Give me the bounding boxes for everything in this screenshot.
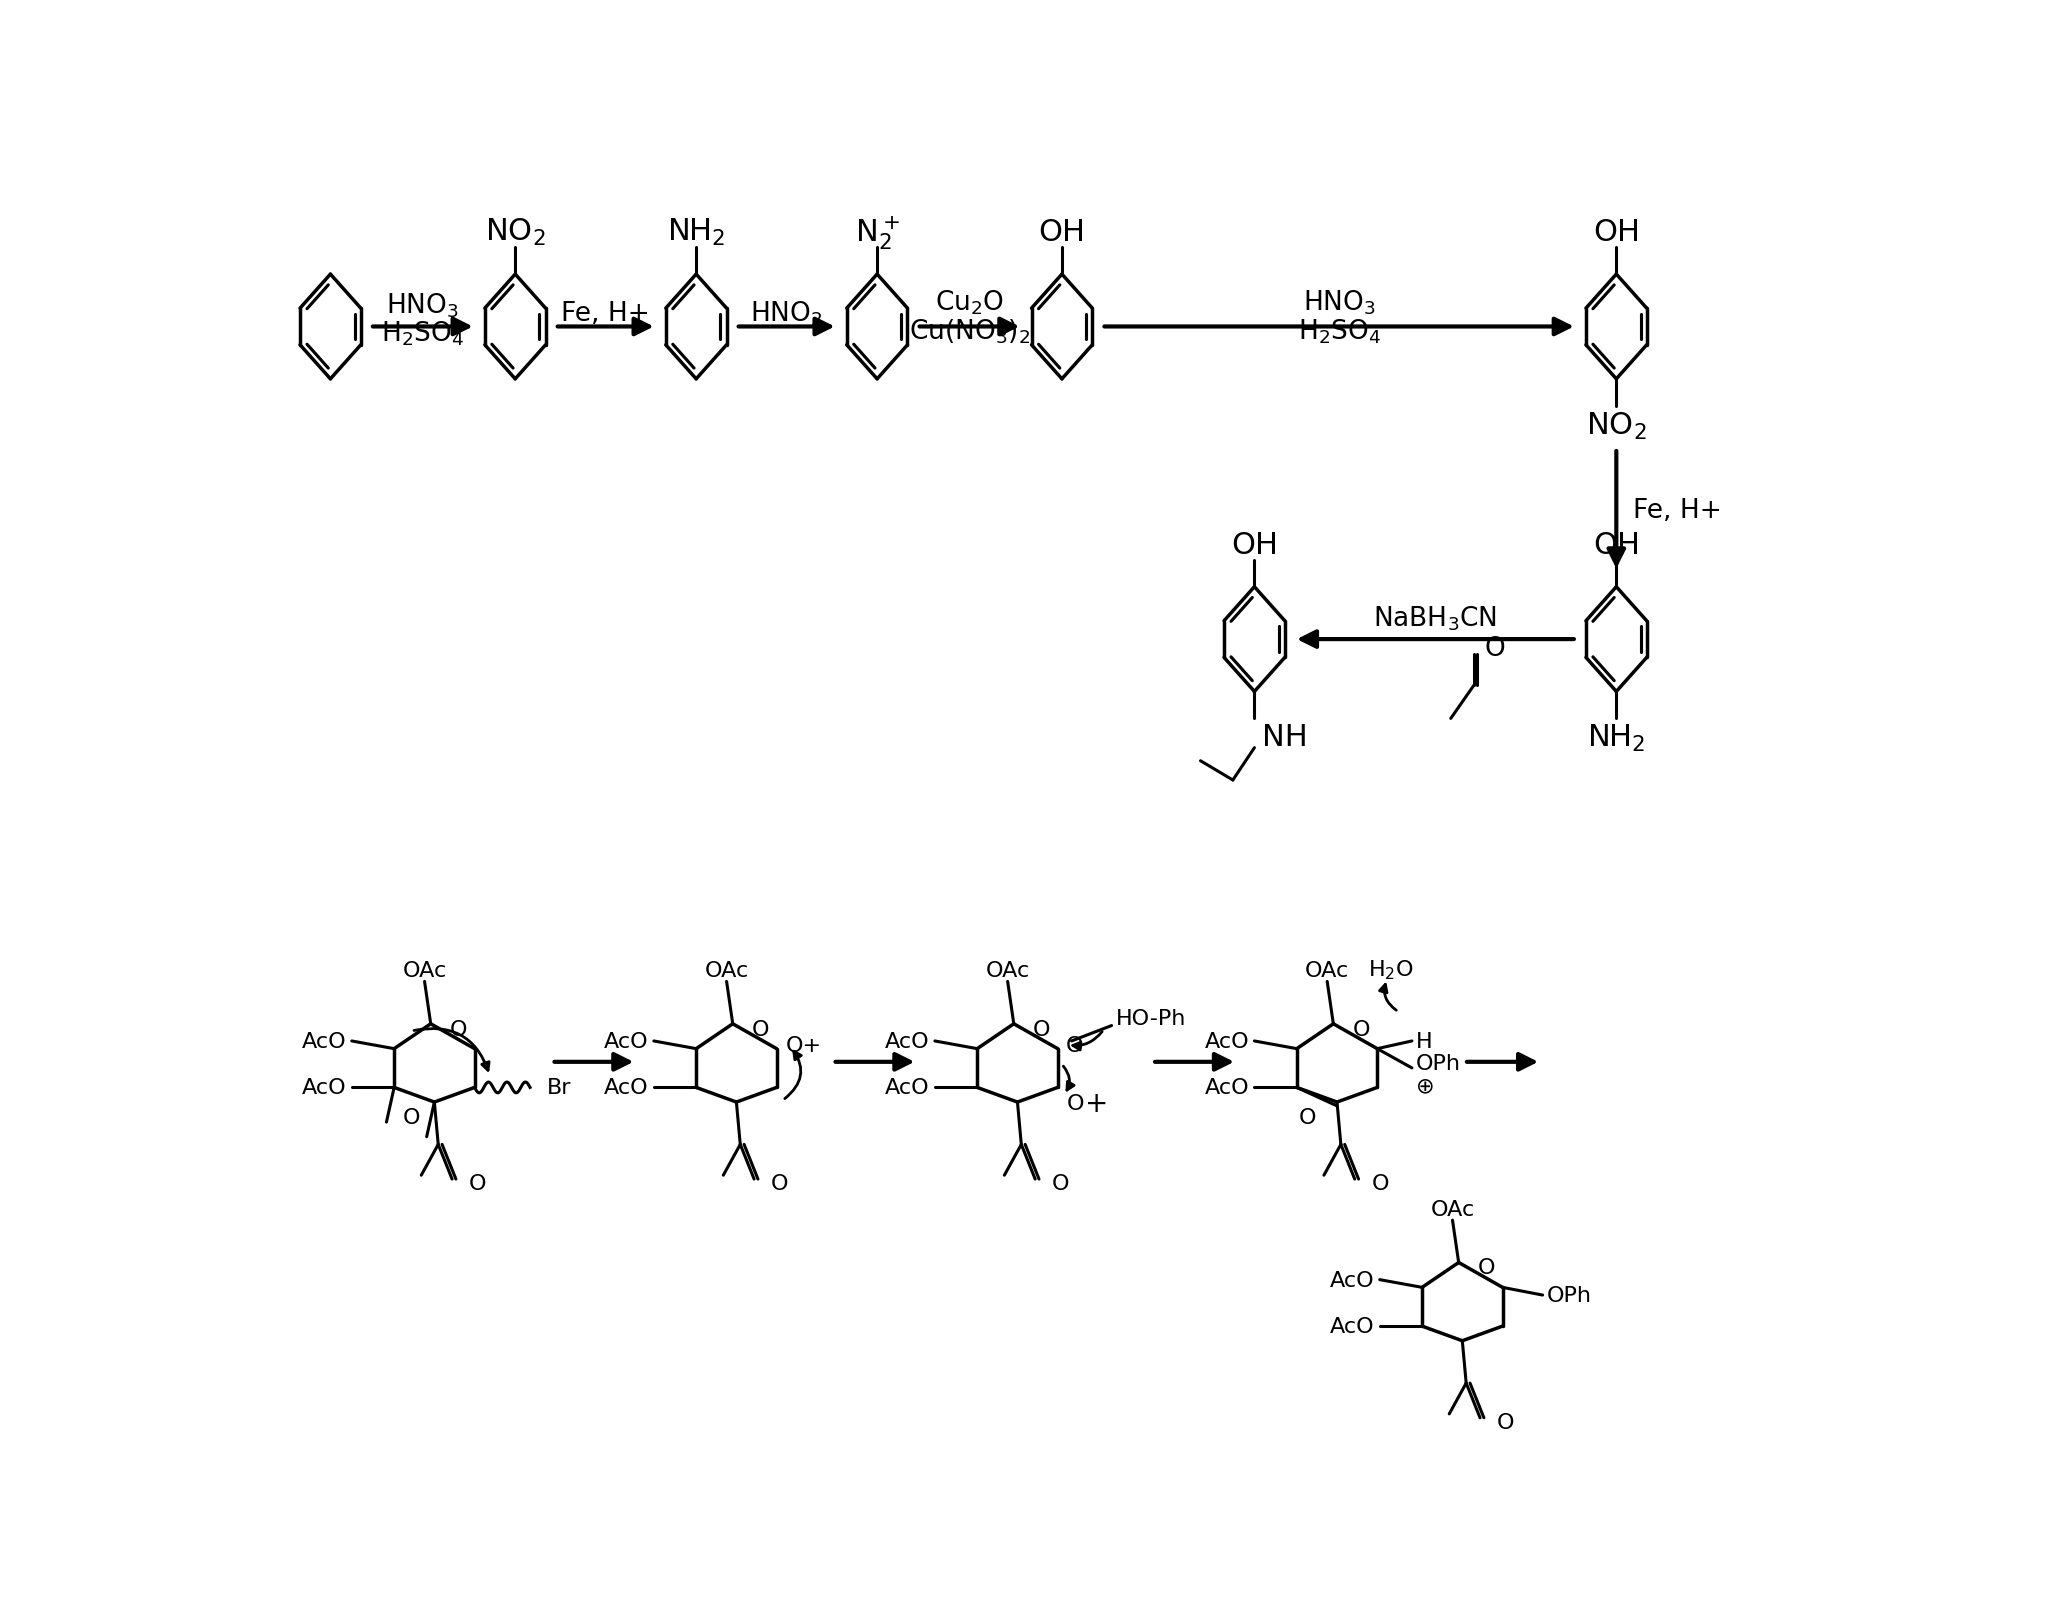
Text: O: O bbox=[1352, 1019, 1370, 1038]
Text: OH: OH bbox=[1593, 531, 1640, 560]
Text: Cu$_2$O: Cu$_2$O bbox=[936, 289, 1004, 316]
Text: AcO: AcO bbox=[885, 1032, 930, 1051]
Text: NH$_2$: NH$_2$ bbox=[1587, 722, 1645, 754]
Text: AcO: AcO bbox=[604, 1032, 649, 1051]
Text: Br: Br bbox=[547, 1077, 571, 1098]
FancyArrowPatch shape bbox=[1063, 1066, 1073, 1090]
Text: AcO: AcO bbox=[1329, 1316, 1374, 1337]
Text: H$_2$O: H$_2$O bbox=[1368, 958, 1413, 982]
Text: ⊕: ⊕ bbox=[1415, 1075, 1434, 1096]
Text: O: O bbox=[1372, 1173, 1389, 1193]
Text: O+: O+ bbox=[786, 1035, 821, 1054]
Text: OAc: OAc bbox=[985, 960, 1030, 981]
Text: NH$_2$: NH$_2$ bbox=[668, 217, 725, 249]
Text: O: O bbox=[752, 1019, 770, 1038]
Text: OAc: OAc bbox=[705, 960, 750, 981]
Text: OPh: OPh bbox=[1415, 1053, 1460, 1072]
Text: AcO: AcO bbox=[1204, 1032, 1249, 1051]
FancyArrowPatch shape bbox=[1073, 1032, 1102, 1050]
Text: O: O bbox=[401, 1107, 420, 1127]
FancyArrowPatch shape bbox=[784, 1051, 801, 1099]
Text: H: H bbox=[1415, 1032, 1432, 1051]
Text: O: O bbox=[1032, 1019, 1051, 1038]
Text: NO$_2$: NO$_2$ bbox=[1585, 411, 1647, 441]
Text: N$_2^+$: N$_2^+$ bbox=[854, 213, 899, 252]
Text: H$_2$SO$_4$: H$_2$SO$_4$ bbox=[381, 319, 465, 348]
Text: AcO: AcO bbox=[604, 1077, 649, 1098]
Text: OAc: OAc bbox=[1430, 1199, 1475, 1218]
FancyArrowPatch shape bbox=[414, 1029, 489, 1071]
Text: O: O bbox=[1053, 1173, 1069, 1193]
Text: NaBH$_3$CN: NaBH$_3$CN bbox=[1374, 603, 1497, 632]
Text: OPh: OPh bbox=[1546, 1286, 1591, 1305]
Text: +: + bbox=[1085, 1090, 1108, 1117]
Text: Fe, H+: Fe, H+ bbox=[1632, 498, 1722, 523]
Text: HNO$_3$: HNO$_3$ bbox=[1303, 289, 1376, 316]
Text: HNO$_2$: HNO$_2$ bbox=[750, 299, 823, 327]
Text: OAc: OAc bbox=[1305, 960, 1350, 981]
Text: Cu(NO$_3$)$_2$: Cu(NO$_3$)$_2$ bbox=[909, 318, 1030, 347]
Text: HNO$_3$: HNO$_3$ bbox=[387, 292, 459, 319]
Text: O: O bbox=[1067, 1093, 1085, 1114]
FancyArrowPatch shape bbox=[1380, 985, 1397, 1011]
Text: O: O bbox=[1479, 1257, 1495, 1278]
Text: O: O bbox=[469, 1173, 487, 1193]
Text: O: O bbox=[1497, 1412, 1513, 1432]
Text: O: O bbox=[451, 1019, 467, 1038]
Text: NO$_2$: NO$_2$ bbox=[485, 217, 545, 249]
Text: AcO: AcO bbox=[1204, 1077, 1249, 1098]
Text: Fe, H+: Fe, H+ bbox=[561, 300, 649, 326]
Text: O: O bbox=[770, 1173, 788, 1193]
Text: HO-Ph: HO-Ph bbox=[1116, 1008, 1186, 1029]
Text: AcO: AcO bbox=[301, 1077, 346, 1098]
Text: H$_2$SO$_4$: H$_2$SO$_4$ bbox=[1298, 318, 1380, 347]
Text: OAc: OAc bbox=[401, 960, 446, 981]
Text: NH: NH bbox=[1262, 722, 1309, 751]
Text: O: O bbox=[1485, 636, 1505, 661]
Text: AcO: AcO bbox=[885, 1077, 930, 1098]
Text: OH: OH bbox=[1231, 531, 1278, 560]
Text: OH: OH bbox=[1038, 218, 1085, 247]
Text: O: O bbox=[1065, 1035, 1083, 1054]
Text: OH: OH bbox=[1593, 218, 1640, 247]
Text: AcO: AcO bbox=[1329, 1270, 1374, 1290]
Text: O: O bbox=[1298, 1107, 1317, 1127]
Text: AcO: AcO bbox=[301, 1032, 346, 1051]
